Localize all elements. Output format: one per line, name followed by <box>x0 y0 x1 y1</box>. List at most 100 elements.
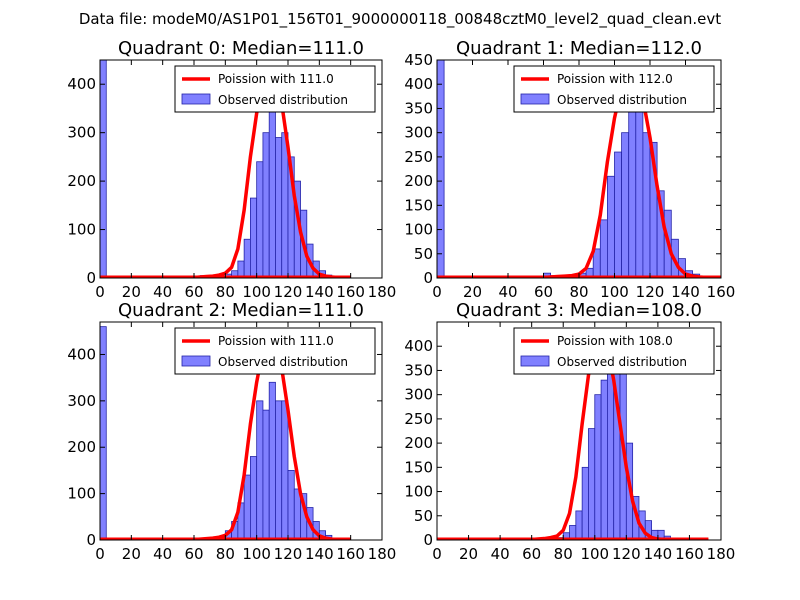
y-tick-label: 0 <box>86 531 96 549</box>
histogram-bar <box>614 151 622 278</box>
y-tick-label: 150 <box>404 196 433 214</box>
legend: Poission with 112.0 Observed distribution <box>513 65 715 113</box>
y-tick-label: 50 <box>414 507 433 525</box>
histogram-bar <box>275 400 283 540</box>
histogram-bar <box>249 197 258 278</box>
quadrant-1-title: Quadrant 1: Median=112.0 <box>456 38 702 59</box>
x-tick-label: 80 <box>569 283 588 301</box>
y-tick-label: 100 <box>404 221 433 239</box>
quadrant-2-title: Quadrant 2: Median=111.0 <box>118 300 364 321</box>
quadrant-3-panel: 0 20 40 60 80 100 120 140 160 1800501001502002503… <box>404 300 735 563</box>
legend-bar-swatch <box>520 93 550 105</box>
y-tick-label: 200 <box>67 438 96 456</box>
y-tick-label: 0 <box>86 269 96 287</box>
x-tick-label: 160 <box>675 545 704 563</box>
quadrant-3-plot-area <box>437 334 709 540</box>
x-tick-label: 100 <box>242 545 271 563</box>
histogram-bar <box>256 400 264 540</box>
legend-label-poisson: Poission with 112.0 <box>557 72 673 86</box>
legend-label-observed: Observed distribution <box>218 93 348 107</box>
legend-label-poisson: Poission with 111.0 <box>218 72 334 86</box>
histogram-bar <box>281 132 289 278</box>
y-tick-label: 200 <box>404 172 433 190</box>
y-tick-label: 400 <box>67 345 96 363</box>
axes-frame <box>436 321 722 541</box>
y-tick-label: 150 <box>404 458 433 476</box>
x-tick-label: 180 <box>368 545 397 563</box>
legend-bar-swatch <box>520 355 550 367</box>
x-tick-label: 120 <box>274 545 303 563</box>
histogram-bar <box>262 132 270 278</box>
histogram-bar <box>262 409 270 540</box>
histogram-bar <box>281 400 289 540</box>
x-tick-label: 80 <box>554 545 573 563</box>
x-tick-label: 40 <box>153 283 172 301</box>
quadrant-3-title: Quadrant 3: Median=108.0 <box>456 300 702 321</box>
x-tick-label: 120 <box>612 545 641 563</box>
histogram-bar <box>237 260 245 278</box>
x-tick-label: 60 <box>184 545 203 563</box>
y-tick-label: 100 <box>67 485 96 503</box>
legend-label-observed: Observed distribution <box>557 93 687 107</box>
histogram-bar <box>437 60 445 278</box>
y-tick-label: 300 <box>67 392 96 410</box>
x-tick-label: 20 <box>122 545 141 563</box>
x-tick-label: 0 <box>95 545 105 563</box>
histogram-bar <box>607 175 615 278</box>
quadrant-2-panel: 0 20 40 60 80 100 120 140 160 1800100200300400Qua… <box>67 300 396 563</box>
legend-label-poisson: Poission with 108.0 <box>557 334 673 348</box>
histogram-bar <box>268 381 276 540</box>
x-tick-label: 180 <box>707 545 736 563</box>
histogram-bar <box>588 428 596 540</box>
x-tick-label: 0 <box>432 283 442 301</box>
y-tick-label: 300 <box>404 386 433 404</box>
legend: Poission with 111.0 Observed distribution <box>174 327 376 375</box>
x-tick-label: 120 <box>274 283 303 301</box>
x-tick-label: 100 <box>600 283 629 301</box>
x-tick-label: 100 <box>242 283 271 301</box>
x-tick-label: 80 <box>216 283 235 301</box>
histogram-bar <box>249 456 258 540</box>
legend-label-observed: Observed distribution <box>218 355 348 369</box>
quadrant-0-plot-area <box>100 60 351 278</box>
x-tick-label: 160 <box>336 545 365 563</box>
quadrant-0-title: Quadrant 0: Median=111.0 <box>118 38 364 59</box>
y-tick-label: 50 <box>414 245 433 263</box>
x-tick-label: 40 <box>498 283 517 301</box>
figure-suptitle: Data file: modeM0/AS1P01_156T01_90000001… <box>79 10 721 29</box>
y-tick-label: 100 <box>67 221 96 239</box>
y-tick-label: 400 <box>67 75 96 93</box>
legend-label-poisson: Poission with 111.0 <box>218 334 334 348</box>
y-tick-label: 0 <box>423 269 433 287</box>
legend: Poission with 108.0 Observed distribution <box>513 327 715 375</box>
x-tick-label: 140 <box>644 545 673 563</box>
x-tick-label: 60 <box>522 545 541 563</box>
legend-label-observed: Observed distribution <box>557 355 687 369</box>
x-tick-label: 40 <box>491 545 510 563</box>
y-tick-label: 300 <box>404 124 433 142</box>
y-tick-label: 450 <box>404 51 433 69</box>
histogram-bar <box>100 60 107 278</box>
x-tick-label: 160 <box>707 283 736 301</box>
x-tick-label: 40 <box>153 545 172 563</box>
histogram-bar <box>621 132 630 278</box>
histogram-bar <box>581 466 589 540</box>
poisson-curve <box>531 334 709 540</box>
x-tick-label: 140 <box>305 283 334 301</box>
y-tick-label: 100 <box>404 483 433 501</box>
legend-bar-swatch <box>181 93 211 105</box>
histogram-bar <box>287 470 295 540</box>
x-tick-label: 120 <box>636 283 665 301</box>
histogram-bar <box>243 238 251 278</box>
histogram-bar <box>275 137 283 278</box>
histogram-bar <box>100 326 107 540</box>
quadrant-0-panel: 0 20 40 60 80 100 120 140 160 1800100200300400Qua… <box>67 38 396 301</box>
x-tick-label: 20 <box>459 545 478 563</box>
y-tick-label: 400 <box>404 337 433 355</box>
legend: Poission with 111.0 Observed distribution <box>174 65 376 113</box>
x-tick-label: 160 <box>336 283 365 301</box>
y-tick-label: 350 <box>404 99 433 117</box>
histogram-bar <box>256 161 264 278</box>
x-tick-label: 60 <box>184 283 203 301</box>
y-tick-label: 200 <box>67 172 96 190</box>
